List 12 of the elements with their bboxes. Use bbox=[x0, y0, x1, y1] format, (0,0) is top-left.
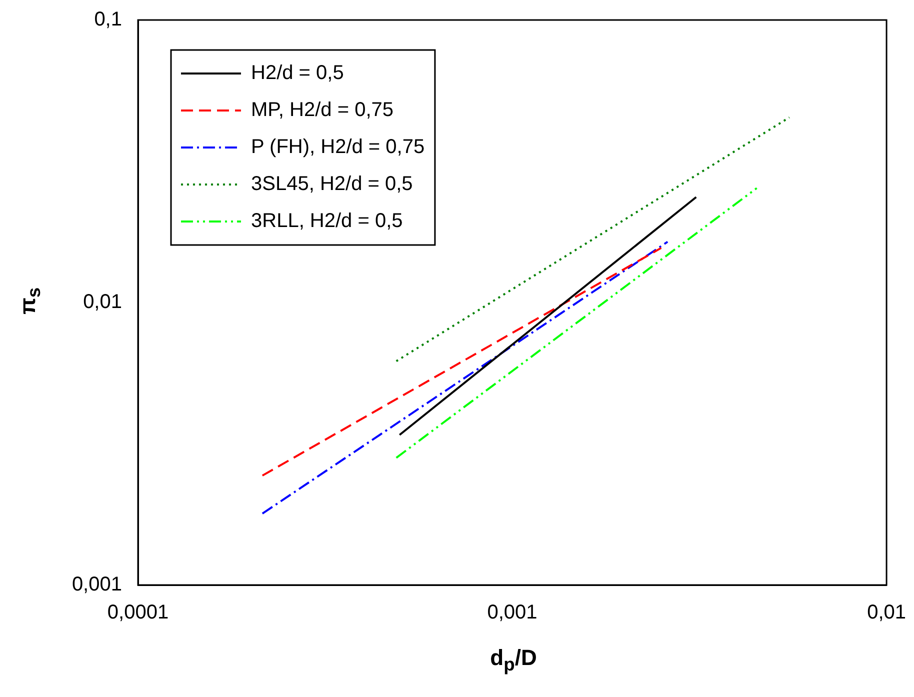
legend-label: 3RLL, H2/d = 0,5 bbox=[251, 210, 403, 232]
x-tick-label: 0,001 bbox=[487, 602, 538, 624]
legend-label: P (FH), H2/d = 0,75 bbox=[251, 136, 425, 158]
legend-label: H2/d = 0,5 bbox=[251, 62, 344, 84]
x-tick-label: 0,01 bbox=[867, 602, 906, 624]
legend-label: MP, H2/d = 0,75 bbox=[251, 99, 394, 122]
y-tick-label: 0,01 bbox=[83, 291, 122, 314]
x-axis-title: d$_{p}$/D bbox=[489, 645, 538, 676]
y-tick-label: 0,001 bbox=[72, 574, 122, 596]
y-tick-label: 0,1 bbox=[94, 8, 122, 31]
x-tick-label: 0,0001 bbox=[107, 602, 169, 624]
legend-label: 3SL45, H2/d = 0,5 bbox=[251, 173, 413, 196]
